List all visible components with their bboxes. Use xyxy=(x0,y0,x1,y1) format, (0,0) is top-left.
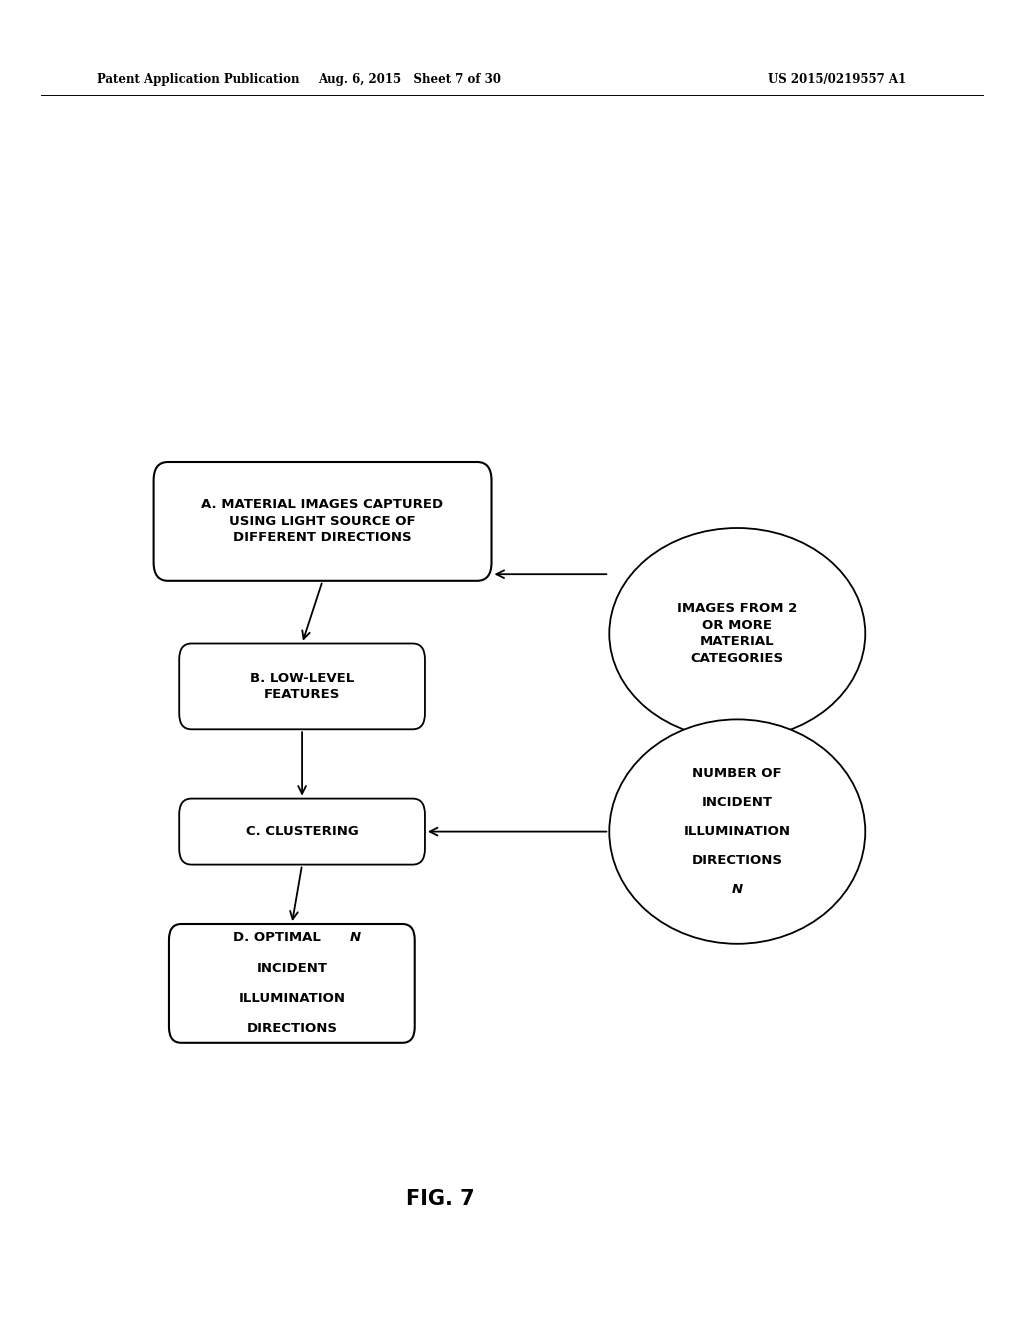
Text: DIRECTIONS: DIRECTIONS xyxy=(247,1023,337,1035)
Text: A. MATERIAL IMAGES CAPTURED
USING LIGHT SOURCE OF
DIFFERENT DIRECTIONS: A. MATERIAL IMAGES CAPTURED USING LIGHT … xyxy=(202,499,443,544)
Text: INCIDENT: INCIDENT xyxy=(701,796,773,809)
Text: US 2015/0219557 A1: US 2015/0219557 A1 xyxy=(768,73,906,86)
Text: NUMBER OF: NUMBER OF xyxy=(692,767,782,780)
Text: Patent Application Publication: Patent Application Publication xyxy=(97,73,300,86)
FancyBboxPatch shape xyxy=(154,462,492,581)
FancyBboxPatch shape xyxy=(179,644,425,729)
Text: INCIDENT: INCIDENT xyxy=(256,962,328,974)
Ellipse shape xyxy=(609,528,865,739)
Text: DIRECTIONS: DIRECTIONS xyxy=(692,854,782,867)
Text: B. LOW-LEVEL
FEATURES: B. LOW-LEVEL FEATURES xyxy=(250,672,354,701)
Text: FIG. 7: FIG. 7 xyxy=(406,1188,475,1209)
Ellipse shape xyxy=(609,719,865,944)
Text: ILLUMINATION: ILLUMINATION xyxy=(684,825,791,838)
Text: N: N xyxy=(350,932,360,944)
Text: ILLUMINATION: ILLUMINATION xyxy=(239,993,345,1005)
FancyBboxPatch shape xyxy=(169,924,415,1043)
FancyBboxPatch shape xyxy=(179,799,425,865)
Text: IMAGES FROM 2
OR MORE
MATERIAL
CATEGORIES: IMAGES FROM 2 OR MORE MATERIAL CATEGORIE… xyxy=(677,602,798,665)
Text: N: N xyxy=(732,883,742,896)
Text: C. CLUSTERING: C. CLUSTERING xyxy=(246,825,358,838)
Text: Aug. 6, 2015   Sheet 7 of 30: Aug. 6, 2015 Sheet 7 of 30 xyxy=(318,73,501,86)
Text: D. OPTIMAL: D. OPTIMAL xyxy=(232,932,321,944)
